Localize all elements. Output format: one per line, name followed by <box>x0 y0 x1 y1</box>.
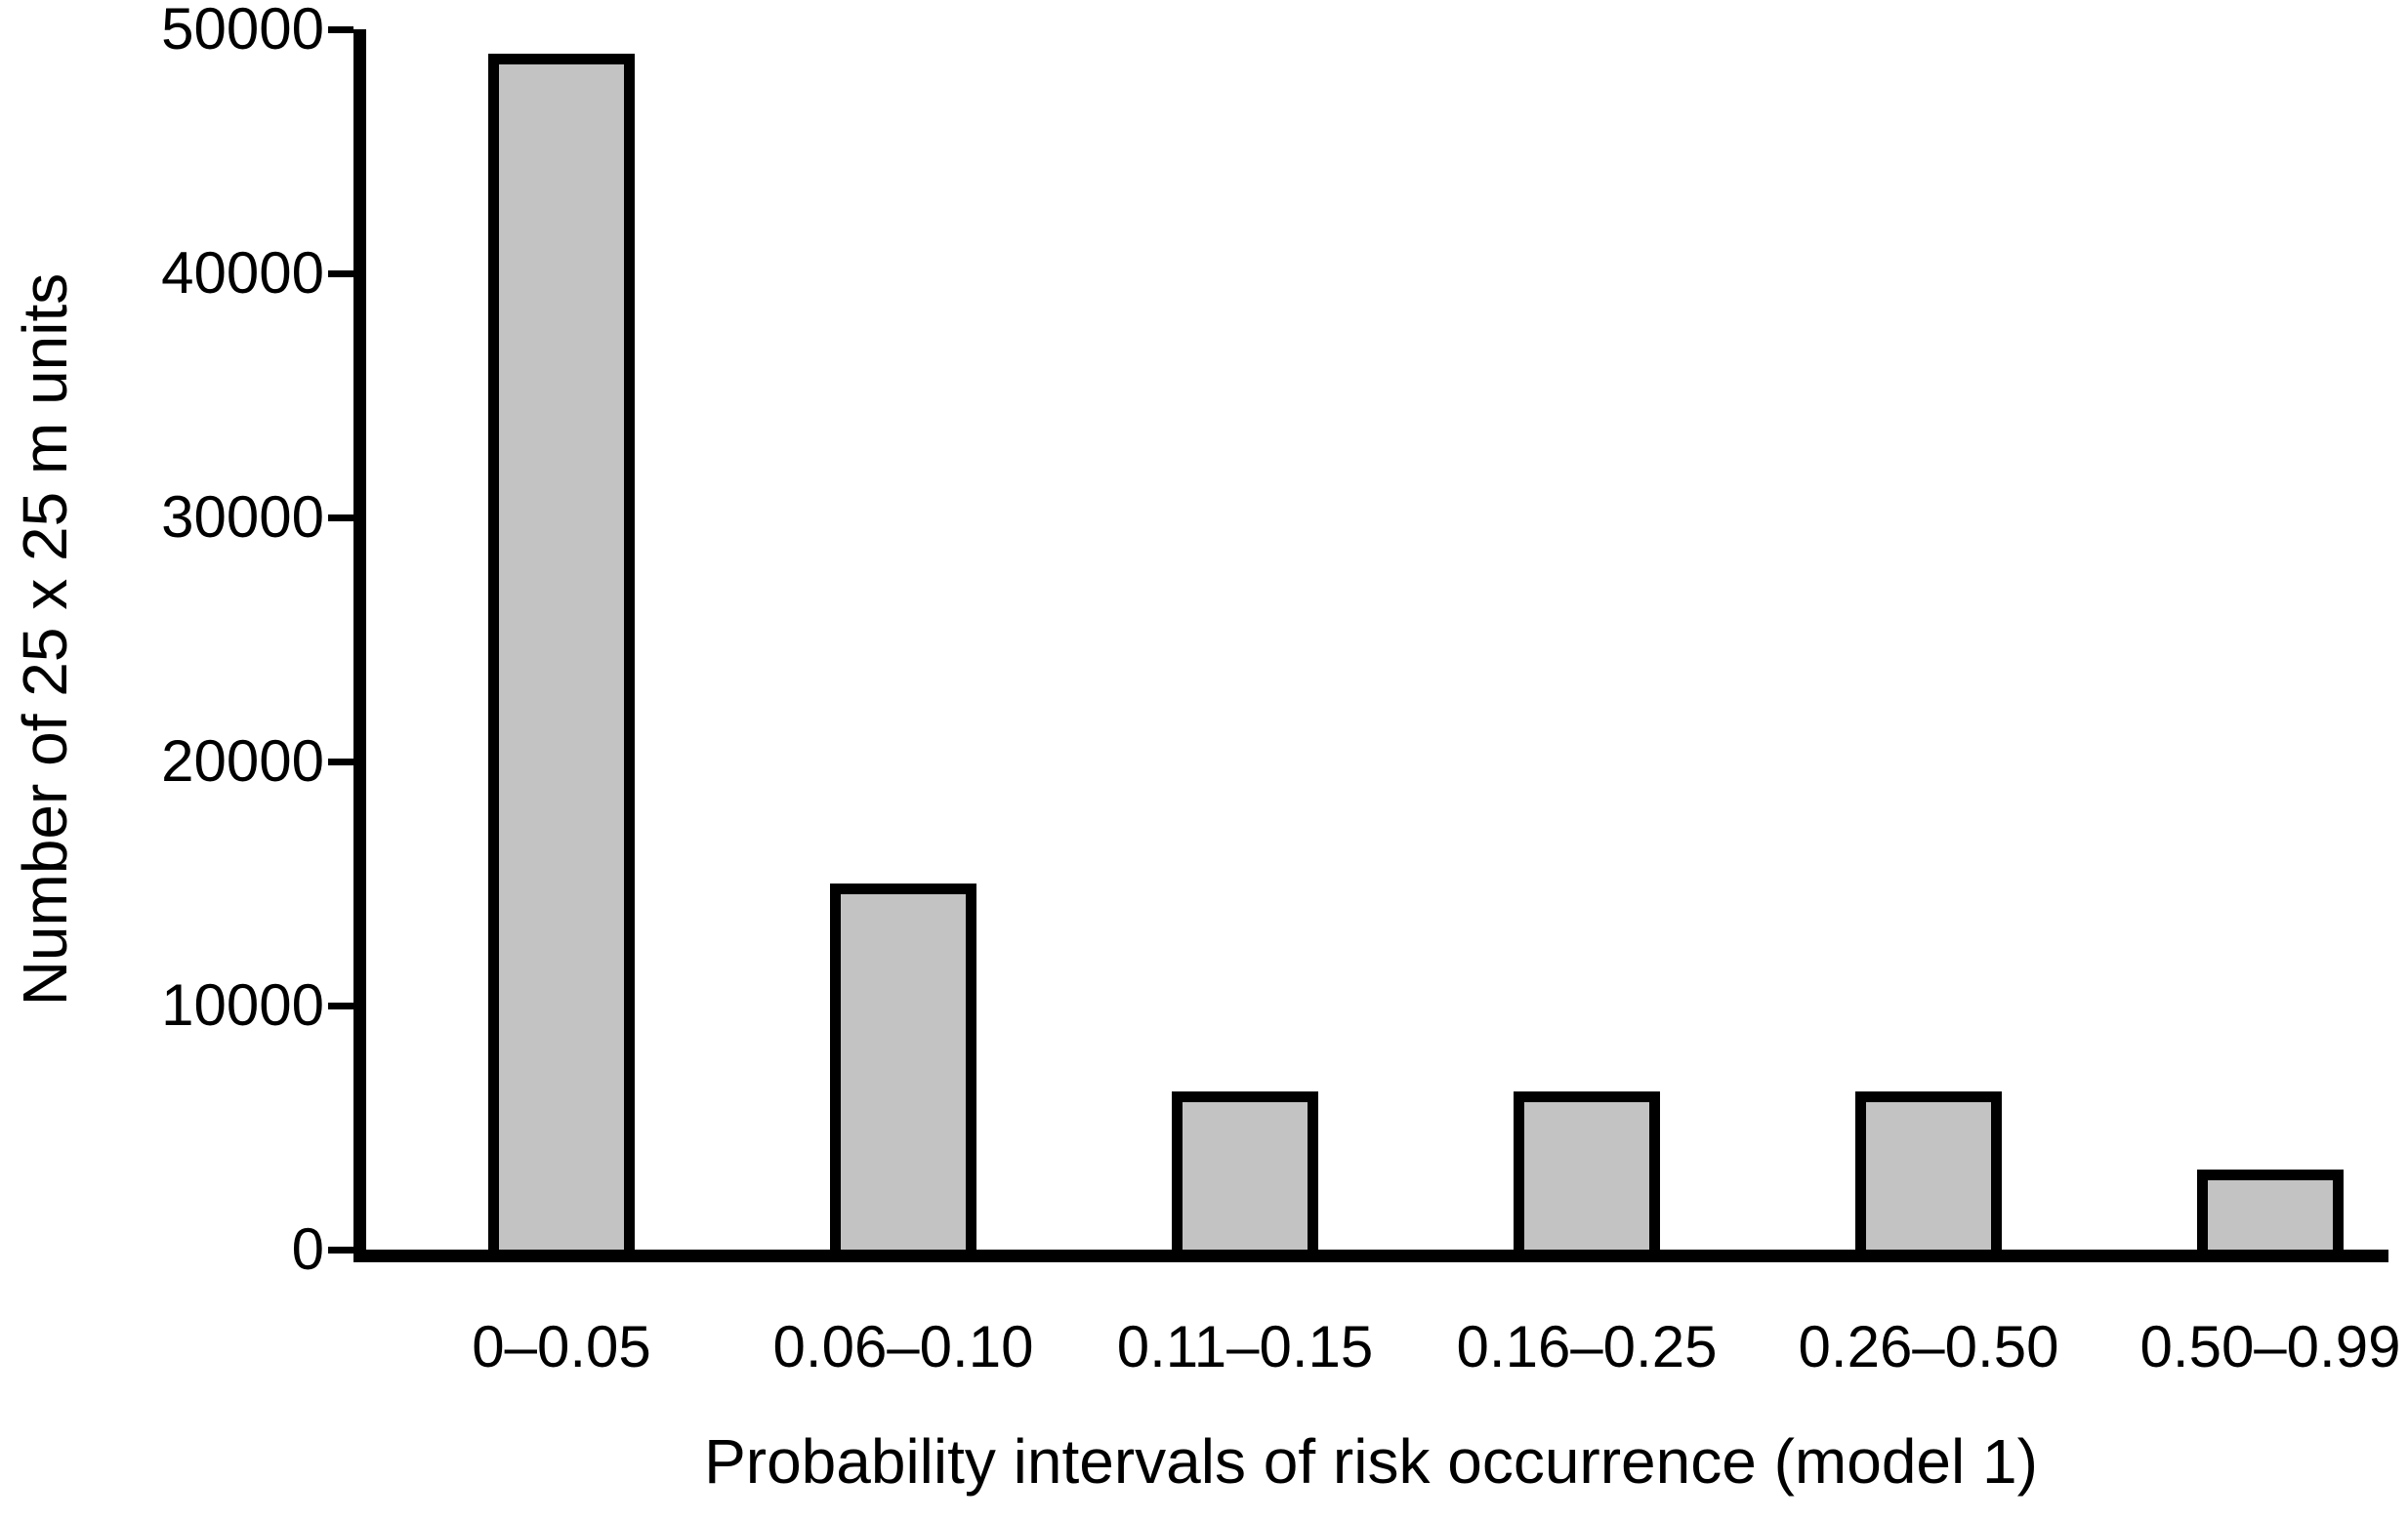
y-axis-tick-label: 40000 <box>161 240 324 306</box>
x-axis-category-label: 0.16–0.25 <box>1456 1314 1718 1379</box>
bar <box>2197 1169 2344 1250</box>
y-axis-tick <box>328 758 353 765</box>
bar <box>1172 1090 1318 1250</box>
y-axis-title: Number of 25 x 25 m units <box>10 272 80 1007</box>
y-axis-tick <box>328 1246 353 1254</box>
x-axis-category-label: 0.06–0.10 <box>772 1314 1034 1379</box>
plot-area <box>353 29 2388 1262</box>
x-axis-title: Probability intervals of risk occurrence… <box>704 1426 2038 1497</box>
y-axis-tick-label: 10000 <box>161 972 324 1038</box>
x-axis-category-label: 0.50–0.99 <box>2139 1314 2401 1379</box>
x-axis-category-label: 0.26–0.50 <box>1798 1314 2059 1379</box>
y-axis-tick-label: 20000 <box>161 728 324 794</box>
bar <box>830 884 976 1250</box>
x-axis-category-label: 0.11–0.15 <box>1116 1314 1374 1379</box>
y-axis-tick-label: 50000 <box>161 0 324 62</box>
x-axis-category-label: 0–0.05 <box>472 1314 651 1379</box>
y-axis-tick-label: 30000 <box>161 484 324 550</box>
bar <box>1855 1090 2002 1250</box>
y-axis-tick-label: 0 <box>291 1216 324 1282</box>
bar <box>1514 1090 1660 1250</box>
y-axis-tick <box>328 269 353 277</box>
y-axis-tick <box>328 25 353 33</box>
bar <box>488 54 635 1250</box>
y-axis-tick <box>328 1002 353 1009</box>
y-axis-tick <box>328 514 353 521</box>
